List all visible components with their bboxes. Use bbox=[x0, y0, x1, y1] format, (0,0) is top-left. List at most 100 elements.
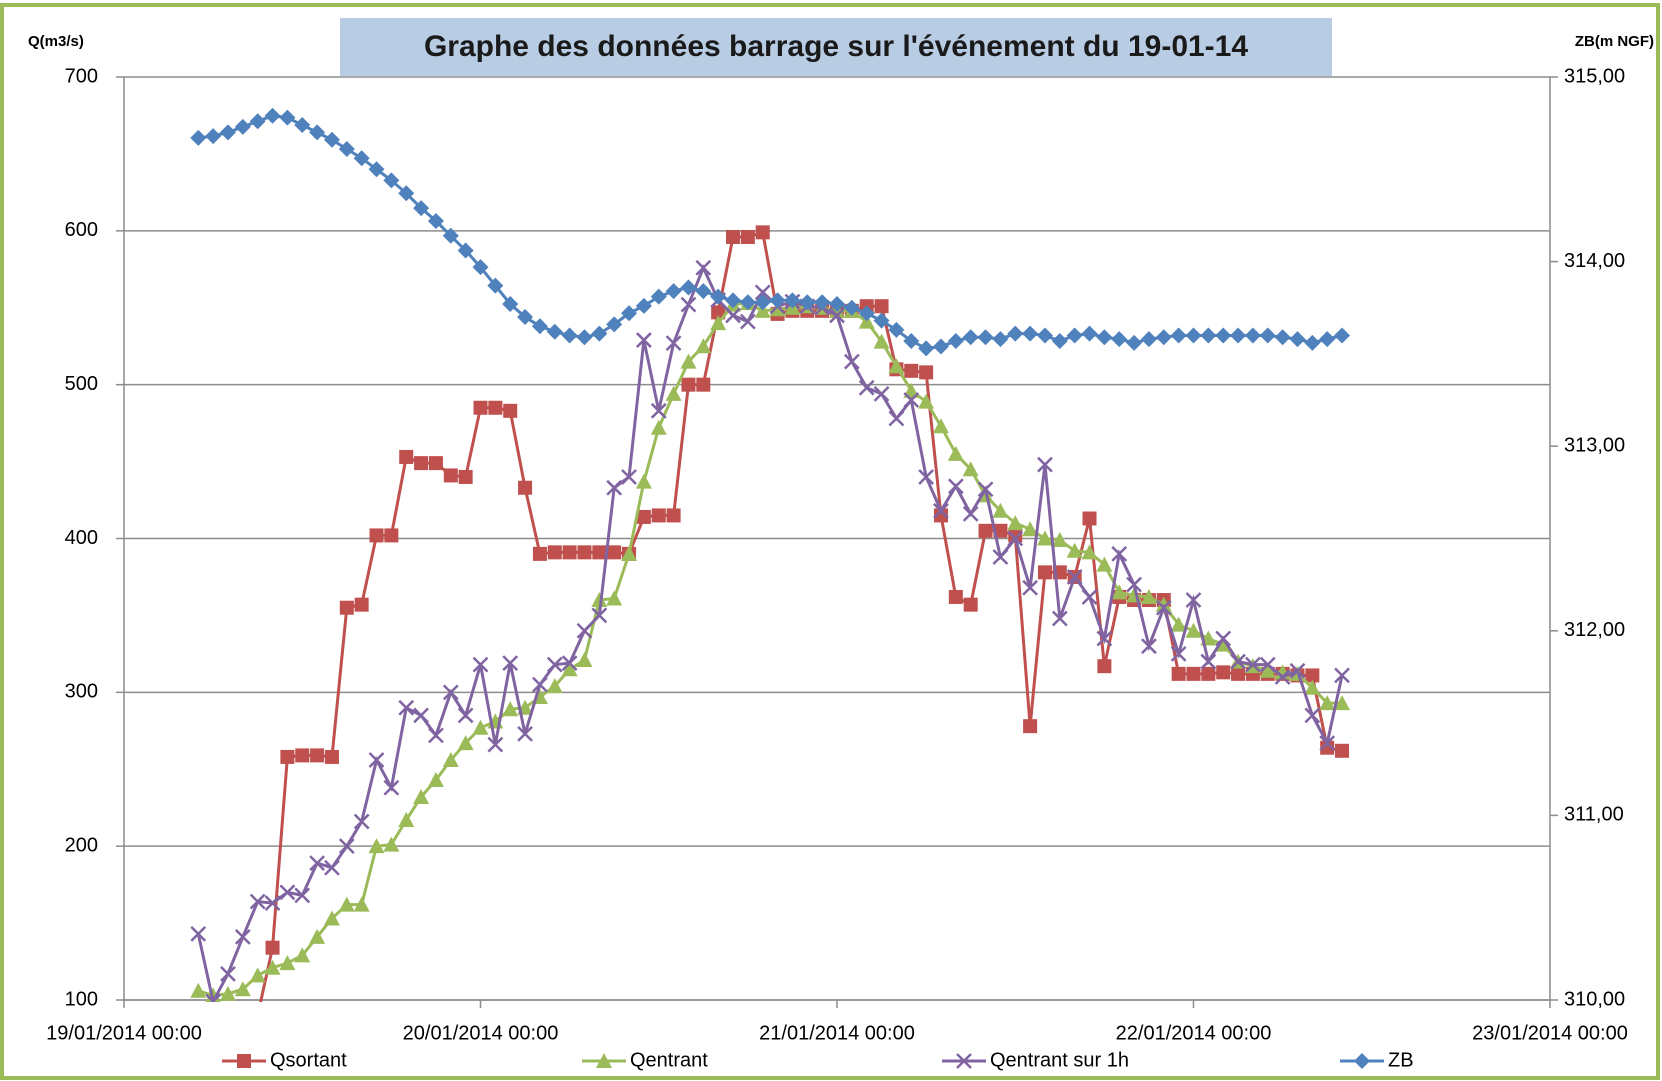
marker bbox=[1022, 325, 1039, 342]
marker bbox=[1289, 331, 1306, 348]
legend-label: Qentrant sur 1h bbox=[990, 1049, 1129, 1071]
marker bbox=[518, 480, 533, 495]
chart-title: Graphe des données barrage sur l'événeme… bbox=[424, 30, 1248, 63]
marker bbox=[428, 727, 444, 744]
marker bbox=[532, 546, 547, 561]
marker bbox=[1320, 740, 1335, 755]
marker bbox=[874, 299, 889, 314]
marker bbox=[502, 296, 519, 313]
x-tick-label: 19/01/2014 00:00 bbox=[46, 1022, 202, 1044]
legend-marker bbox=[956, 1053, 972, 1069]
marker bbox=[710, 315, 727, 331]
marker bbox=[1185, 622, 1202, 638]
marker bbox=[249, 967, 266, 983]
x-tick-label: 21/01/2014 00:00 bbox=[759, 1022, 915, 1044]
marker bbox=[190, 129, 207, 146]
marker bbox=[264, 895, 281, 911]
marker bbox=[607, 545, 622, 560]
marker bbox=[457, 707, 474, 724]
marker bbox=[487, 277, 504, 294]
marker bbox=[279, 955, 296, 971]
marker bbox=[1096, 556, 1113, 572]
marker bbox=[1126, 576, 1142, 593]
marker bbox=[1155, 329, 1172, 346]
x-tick-label: 22/01/2014 00:00 bbox=[1116, 1022, 1272, 1044]
marker bbox=[414, 456, 429, 471]
marker bbox=[309, 928, 326, 944]
marker bbox=[1215, 636, 1232, 652]
marker bbox=[888, 410, 905, 427]
marker bbox=[858, 305, 875, 322]
y-tick-label: 500 bbox=[65, 373, 98, 395]
marker bbox=[427, 212, 444, 229]
marker bbox=[873, 312, 890, 329]
marker bbox=[1304, 334, 1321, 351]
marker bbox=[279, 109, 296, 126]
marker bbox=[472, 656, 489, 673]
marker bbox=[665, 335, 682, 352]
marker bbox=[1007, 530, 1024, 547]
marker bbox=[369, 528, 384, 543]
marker bbox=[725, 292, 742, 309]
marker bbox=[1022, 579, 1038, 596]
marker bbox=[1111, 545, 1128, 562]
marker bbox=[1008, 528, 1023, 543]
marker bbox=[368, 161, 385, 178]
marker bbox=[769, 301, 786, 317]
marker bbox=[1007, 515, 1024, 531]
y2-tick-label: 315,00 bbox=[1564, 65, 1625, 87]
marker bbox=[1334, 695, 1351, 711]
marker bbox=[1319, 695, 1336, 711]
marker bbox=[621, 305, 638, 322]
marker bbox=[1244, 327, 1261, 344]
marker bbox=[442, 227, 459, 244]
marker bbox=[711, 305, 726, 320]
marker bbox=[472, 719, 489, 735]
marker bbox=[413, 788, 430, 804]
marker bbox=[621, 545, 638, 561]
marker bbox=[190, 925, 207, 942]
marker bbox=[1289, 662, 1306, 679]
marker bbox=[696, 377, 711, 392]
x-tick-label: 23/01/2014 00:00 bbox=[1472, 1022, 1628, 1044]
marker bbox=[606, 479, 623, 496]
marker bbox=[1037, 565, 1052, 580]
marker bbox=[354, 597, 369, 612]
marker bbox=[635, 297, 652, 314]
legend-marker bbox=[237, 1054, 251, 1068]
marker bbox=[323, 910, 340, 926]
marker bbox=[948, 589, 963, 604]
marker bbox=[338, 896, 355, 912]
marker bbox=[399, 449, 414, 464]
marker bbox=[265, 940, 280, 955]
marker bbox=[903, 392, 920, 408]
marker bbox=[1259, 656, 1276, 673]
marker bbox=[546, 656, 563, 673]
marker bbox=[888, 358, 905, 374]
legend-label: Qentrant bbox=[630, 1049, 708, 1071]
marker bbox=[1141, 638, 1157, 655]
marker bbox=[1274, 329, 1291, 346]
marker bbox=[962, 461, 979, 477]
marker bbox=[858, 379, 875, 396]
marker bbox=[666, 508, 681, 523]
marker bbox=[1007, 325, 1024, 342]
marker bbox=[294, 887, 311, 904]
marker bbox=[561, 661, 578, 677]
marker bbox=[799, 294, 816, 311]
marker bbox=[726, 229, 741, 244]
marker bbox=[531, 318, 548, 335]
marker bbox=[264, 107, 281, 124]
marker bbox=[1334, 327, 1351, 344]
marker bbox=[1319, 735, 1336, 751]
marker bbox=[918, 340, 935, 357]
marker bbox=[234, 929, 251, 945]
marker bbox=[635, 473, 652, 489]
marker bbox=[754, 294, 771, 311]
marker bbox=[1066, 569, 1083, 585]
marker bbox=[219, 985, 236, 1001]
x-tick-label: 20/01/2014 00:00 bbox=[403, 1022, 559, 1044]
marker bbox=[190, 982, 207, 998]
marker bbox=[442, 684, 459, 701]
